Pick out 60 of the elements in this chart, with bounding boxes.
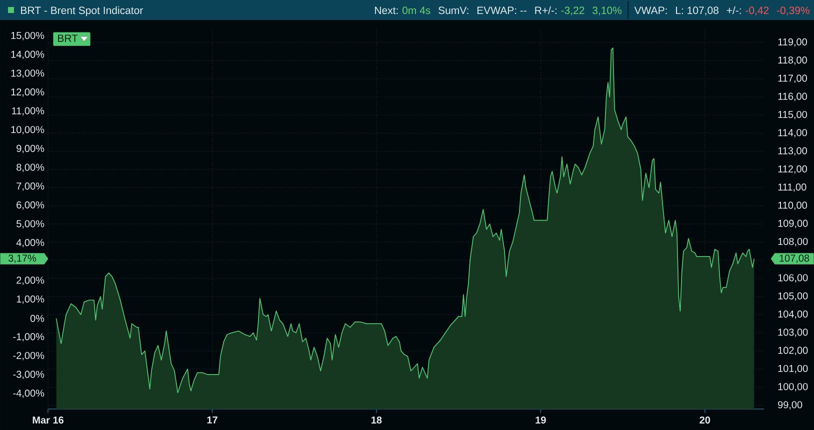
x-tick-label: Mar 16 <box>32 416 64 424</box>
y-tick-label: 6,00% <box>16 201 44 210</box>
text: -3,22 <box>561 6 584 16</box>
y2-tick-label: 116,00 <box>778 92 807 102</box>
y-tick-label: 5,00% <box>16 220 44 228</box>
chart-title: BRT - Brent Spot Indicator <box>21 6 143 16</box>
y-tick-label: 7,00% <box>16 182 44 191</box>
y-tick-label: 8,00% <box>16 164 44 172</box>
y2-tick-label: 118,00 <box>778 56 807 65</box>
text: 0m 4s <box>402 6 430 14</box>
y-tick-label: 9,00% <box>16 144 44 154</box>
x-tick-label: 20 <box>700 416 710 424</box>
y-tick-label: -4,00% <box>13 390 44 398</box>
y-tick-label: 12,00% <box>11 88 44 97</box>
y-tick-label: 15,00% <box>11 32 44 40</box>
y2-tick-label: 102,00 <box>778 346 808 356</box>
y2-tick-label: 101,00 <box>778 364 808 374</box>
text: EVWAP: -- <box>477 6 526 14</box>
y2-tick-label: 100,00 <box>778 383 808 392</box>
text: -0,42 <box>746 6 769 16</box>
text: SumV: <box>438 6 468 14</box>
y-tick-label: 2,00% <box>16 276 44 285</box>
y2-tick-label: 115,00 <box>778 110 807 120</box>
text: +/-: <box>726 6 741 14</box>
y2-tick-label: 112,00 <box>778 165 807 174</box>
y-tick-label: -1,00% <box>13 333 44 342</box>
text: L: 107,08 <box>676 6 718 16</box>
y2-tick-label: 119,00 <box>778 38 807 47</box>
text: 107,08 <box>780 254 810 263</box>
y-tick-label: 10,00% <box>11 126 44 134</box>
text: Next: <box>375 6 398 14</box>
y-tick-label: 14,00% <box>11 50 44 60</box>
y2-tick-label: 113,00 <box>778 147 807 156</box>
x-tick-label: 18 <box>372 416 382 424</box>
y2-tick-label: 108,00 <box>778 238 808 246</box>
y2-tick-label: 114,00 <box>778 129 807 138</box>
text: R+/-: <box>535 6 556 14</box>
text: VWAP: <box>634 6 667 14</box>
y-tick-label: -3,00% <box>13 370 44 380</box>
y-tick-label: 11,00% <box>12 107 44 116</box>
text: 3,10% <box>592 6 622 16</box>
x-tick-label: 19 <box>536 416 546 424</box>
y2-tick-label: 117,00 <box>778 74 807 83</box>
y2-tick-label: 106,00 <box>778 274 808 282</box>
y2-tick-label: 105,00 <box>778 292 808 301</box>
y2-tick-label: 99,00 <box>778 401 802 410</box>
y2-tick-label: 104,00 <box>778 310 808 319</box>
y2-tick-label: 103,00 <box>778 328 808 337</box>
y-tick-label: 0% <box>30 314 44 322</box>
y-tick-label: 4,00% <box>16 239 44 248</box>
y-tick-label: -2,00% <box>13 352 44 360</box>
y-tick-label: 13,00% <box>11 70 44 78</box>
y-tick-label: 1,00% <box>16 295 44 304</box>
text: 3,17% <box>8 254 36 263</box>
x-tick-label: 17 <box>207 416 218 424</box>
text: -0,39% <box>777 6 810 16</box>
y2-tick-label: 111,00 <box>778 184 806 192</box>
text: BRT <box>58 34 78 42</box>
y2-tick-label: 110,00 <box>778 202 807 210</box>
y2-tick-label: 109,00 <box>778 220 808 228</box>
